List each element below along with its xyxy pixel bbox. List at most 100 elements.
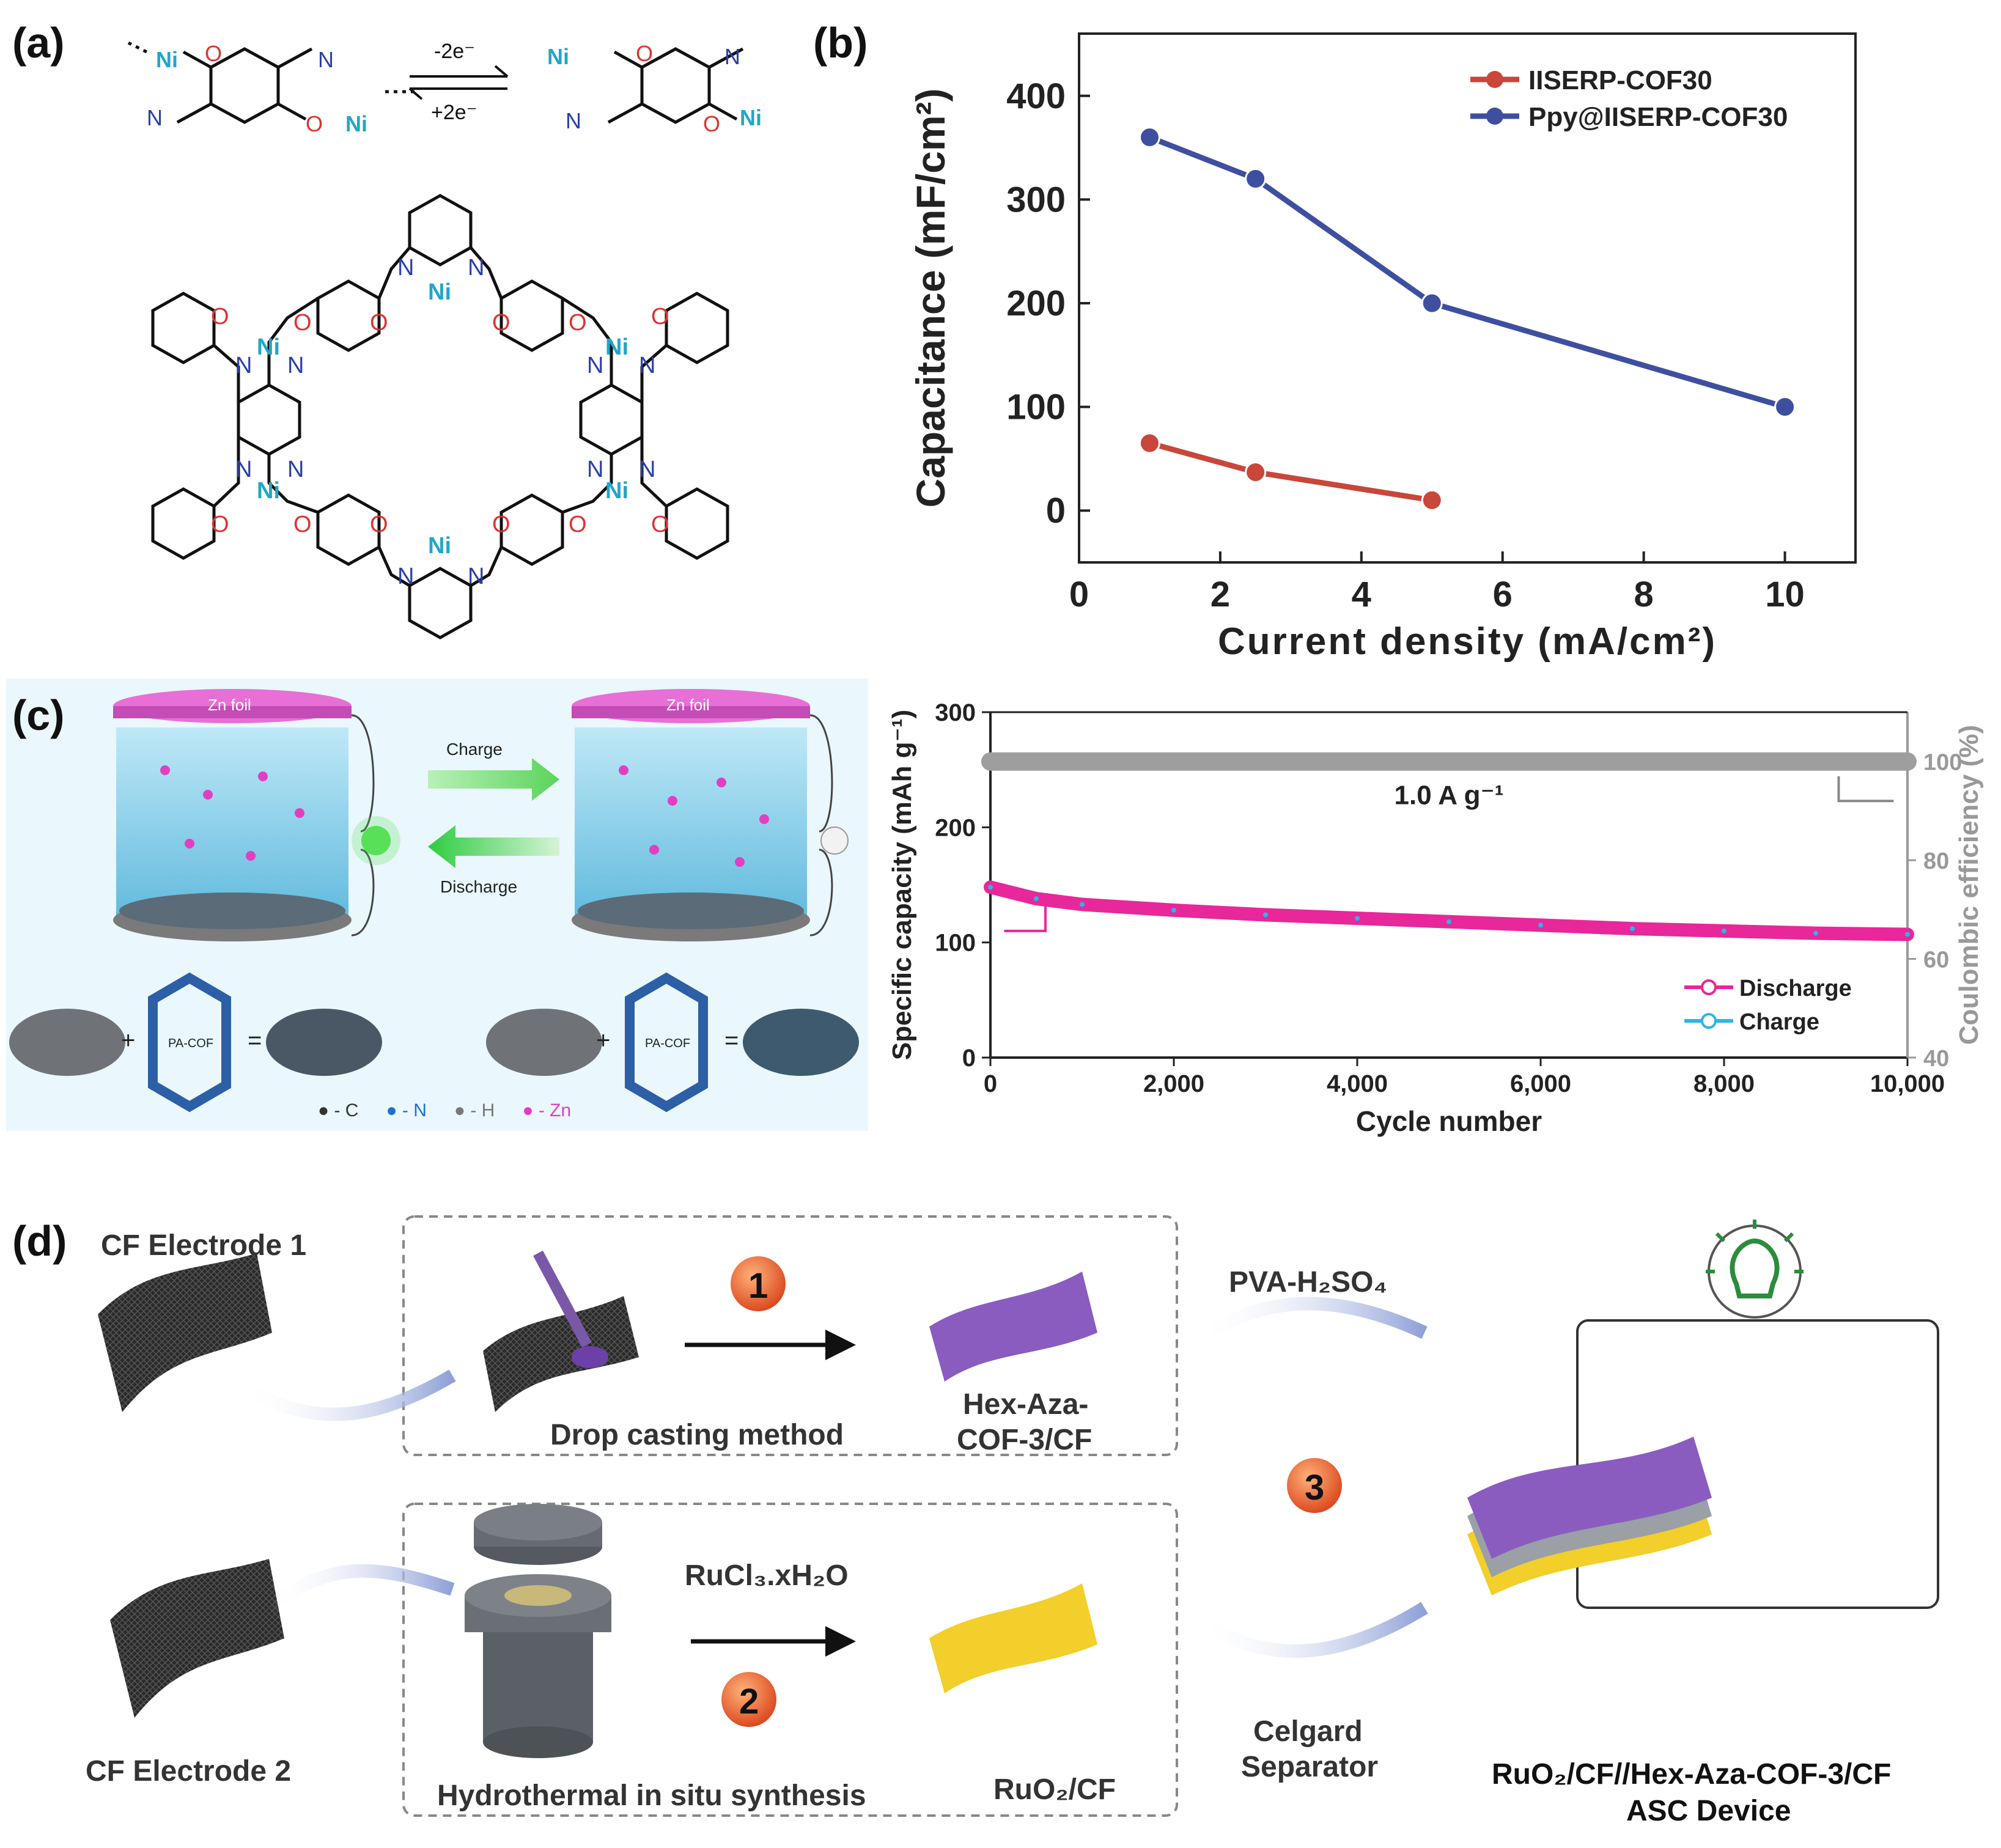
data-point xyxy=(1421,489,1443,511)
y-axis-label: Specific capacity (mAh g⁻¹) xyxy=(887,710,917,1060)
step3-badge xyxy=(1287,1458,1342,1513)
o-atom: O xyxy=(651,304,669,329)
ni-atom: Ni xyxy=(428,279,451,305)
discharge-axis-pointer xyxy=(1004,902,1047,932)
charge-label: Charge xyxy=(446,740,503,759)
plot-frame xyxy=(1078,32,1857,564)
asc-fabrication-scheme xyxy=(98,1215,1939,1817)
n-atom: N xyxy=(587,353,603,378)
cycling-chart: 0 2,000 4,000 6,000 8,000 10,000 0 100 200 300 40 6… xyxy=(887,699,1984,1137)
y-tick-label: 0 xyxy=(1046,491,1066,531)
cf-sheet-drop xyxy=(483,1296,639,1412)
panel-b-label: (b) xyxy=(813,19,868,67)
x-tick-label: 0 xyxy=(984,1070,997,1097)
composite-right: + = xyxy=(486,972,859,1113)
zn-foil-label: Zn foil xyxy=(666,696,710,714)
data-point xyxy=(988,759,993,764)
element-legend: ● - C ● - N ● - H ● - Zn xyxy=(318,1100,571,1121)
pva-label: PVA-H₂SO₄ xyxy=(1229,1266,1388,1298)
legend-label: IISERP-COF30 xyxy=(1528,65,1712,95)
n-atom: N xyxy=(639,353,655,378)
device-label-2: ASC Device xyxy=(1626,1795,1791,1827)
cf-electrode-1-label: CF Electrode 1 xyxy=(101,1229,307,1262)
o-atom: O xyxy=(703,111,720,136)
y2-tick-label: 100 xyxy=(1923,750,1962,776)
o-atom: O xyxy=(569,310,587,336)
data-point xyxy=(1034,896,1039,902)
data-point xyxy=(1355,759,1360,764)
data-point xyxy=(1171,907,1176,913)
y-tick-label: 100 xyxy=(1006,388,1066,427)
svg-text:=: = xyxy=(724,1027,739,1054)
data-point xyxy=(1171,759,1176,764)
x-tick-label: 4 xyxy=(1352,575,1371,614)
x-axis-label: Cycle number xyxy=(1356,1105,1542,1137)
panel-b: (b) 0 2 4 6 8 10 0 100 200 300 400 Current density … xyxy=(795,0,2001,672)
legend-hydrogen: ● - H xyxy=(454,1100,495,1121)
y-tick-label: 300 xyxy=(935,699,976,726)
data-point xyxy=(1722,759,1726,764)
legend-zinc: ● - Zn xyxy=(522,1100,572,1121)
o-atom: O xyxy=(651,512,669,537)
data-point xyxy=(1138,127,1160,149)
n-atom: N xyxy=(318,47,334,72)
swoosh-arrow xyxy=(1194,1602,1428,1658)
n-atom: N xyxy=(724,44,740,69)
ce-axis-pointer xyxy=(1837,776,1894,803)
y-tick-label: 200 xyxy=(935,814,976,841)
legend-marker xyxy=(1701,979,1717,995)
data-point xyxy=(1446,919,1451,924)
x-axis-label: Current density (mA/cm²) xyxy=(1218,620,1717,663)
celgard-label-2: Separator xyxy=(1241,1751,1379,1783)
backward-reaction-label: +2e⁻ xyxy=(431,101,477,124)
x-tick-label: 8 xyxy=(1634,575,1654,614)
svg-text:+: + xyxy=(121,1027,135,1054)
n-atom: N xyxy=(566,108,581,133)
celgard-label-1: Celgard xyxy=(1253,1715,1363,1748)
x-tick-label: 2 xyxy=(1211,575,1230,614)
n-atom: N xyxy=(147,105,163,130)
series-band xyxy=(984,880,1914,941)
legend-marker xyxy=(1486,71,1503,88)
data-point xyxy=(1421,292,1443,314)
o-atom: O xyxy=(569,512,587,537)
series-line xyxy=(1149,440,1432,503)
panel-c-label: (c) xyxy=(12,691,65,739)
ni-atom: Ni xyxy=(156,47,178,72)
y2-tick-label: 40 xyxy=(1923,1046,1949,1072)
n-atom: N xyxy=(235,457,252,482)
data-point xyxy=(1905,932,1910,937)
zn-foil-label: Zn foil xyxy=(208,696,251,714)
charged-cell xyxy=(113,689,400,941)
n-atom: N xyxy=(639,457,655,482)
data-point xyxy=(988,885,993,890)
n-atom: N xyxy=(287,353,304,378)
x-tick-label: 2,000 xyxy=(1143,1070,1204,1097)
step3-number: 3 xyxy=(1305,1468,1325,1507)
svg-text:=: = xyxy=(248,1027,262,1054)
step2-badge xyxy=(721,1672,776,1727)
legend-label: Ppy@IISERP-COF30 xyxy=(1528,102,1788,132)
oxidized-unit xyxy=(607,47,744,124)
data-point xyxy=(1245,461,1267,483)
x-tick-label: 10,000 xyxy=(1870,1070,1945,1097)
data-point xyxy=(1245,167,1267,190)
n-atom: N xyxy=(235,353,252,378)
panel-d: (d) xyxy=(0,1192,2001,1848)
y-tick-label: 0 xyxy=(962,1045,976,1072)
o-atom: O xyxy=(492,512,510,537)
ruo2-sheet xyxy=(929,1583,1097,1693)
equilibrium-arrows xyxy=(408,65,509,100)
series-line xyxy=(1148,134,1786,410)
ni-atom: Ni xyxy=(257,478,280,504)
data-point xyxy=(1355,916,1360,921)
legend-marker xyxy=(1486,108,1503,125)
n-atom: N xyxy=(397,564,414,589)
circuit-wire xyxy=(1576,1319,1939,1609)
y-axis-label: Capacitance (mF/cm²) xyxy=(908,89,953,508)
o-atom: O xyxy=(211,512,229,537)
o-atom: O xyxy=(293,512,312,537)
swoosh-arrow xyxy=(1194,1297,1428,1345)
o-atom: O xyxy=(293,310,312,336)
